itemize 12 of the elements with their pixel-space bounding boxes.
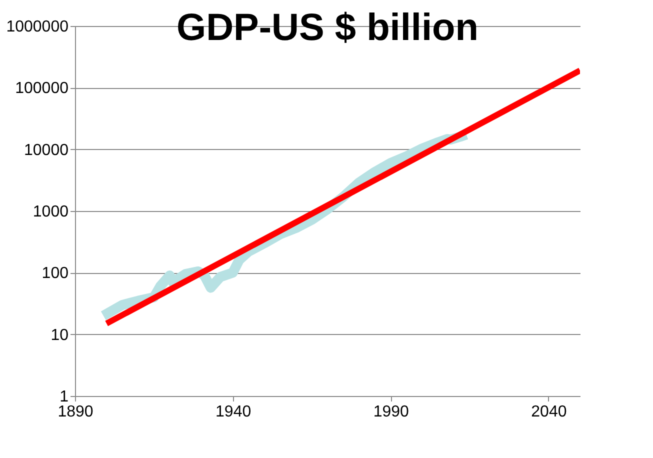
- x-tick-label: 2040: [531, 404, 567, 420]
- y-tick-label: 1000: [32, 204, 69, 220]
- y-tick-label: 100: [42, 265, 69, 282]
- y-tick-label: 10: [50, 326, 69, 344]
- x-tick-label: 1940: [216, 404, 252, 420]
- chart-title: GDP-US $ billion: [176, 7, 478, 49]
- y-tick-label: 1000000: [6, 18, 69, 36]
- x-tick-label: 1990: [373, 404, 410, 420]
- x-tick-label: 1890: [58, 404, 94, 420]
- y-tick-label: 1: [60, 388, 69, 406]
- y-tick-label: 100000: [15, 80, 69, 98]
- y-tick-label: 10000: [24, 142, 69, 159]
